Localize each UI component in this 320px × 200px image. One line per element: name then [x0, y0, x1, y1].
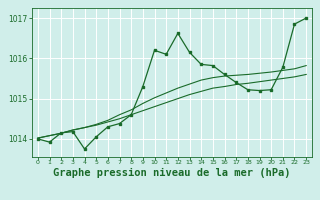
X-axis label: Graphe pression niveau de la mer (hPa): Graphe pression niveau de la mer (hPa) [53, 168, 291, 178]
